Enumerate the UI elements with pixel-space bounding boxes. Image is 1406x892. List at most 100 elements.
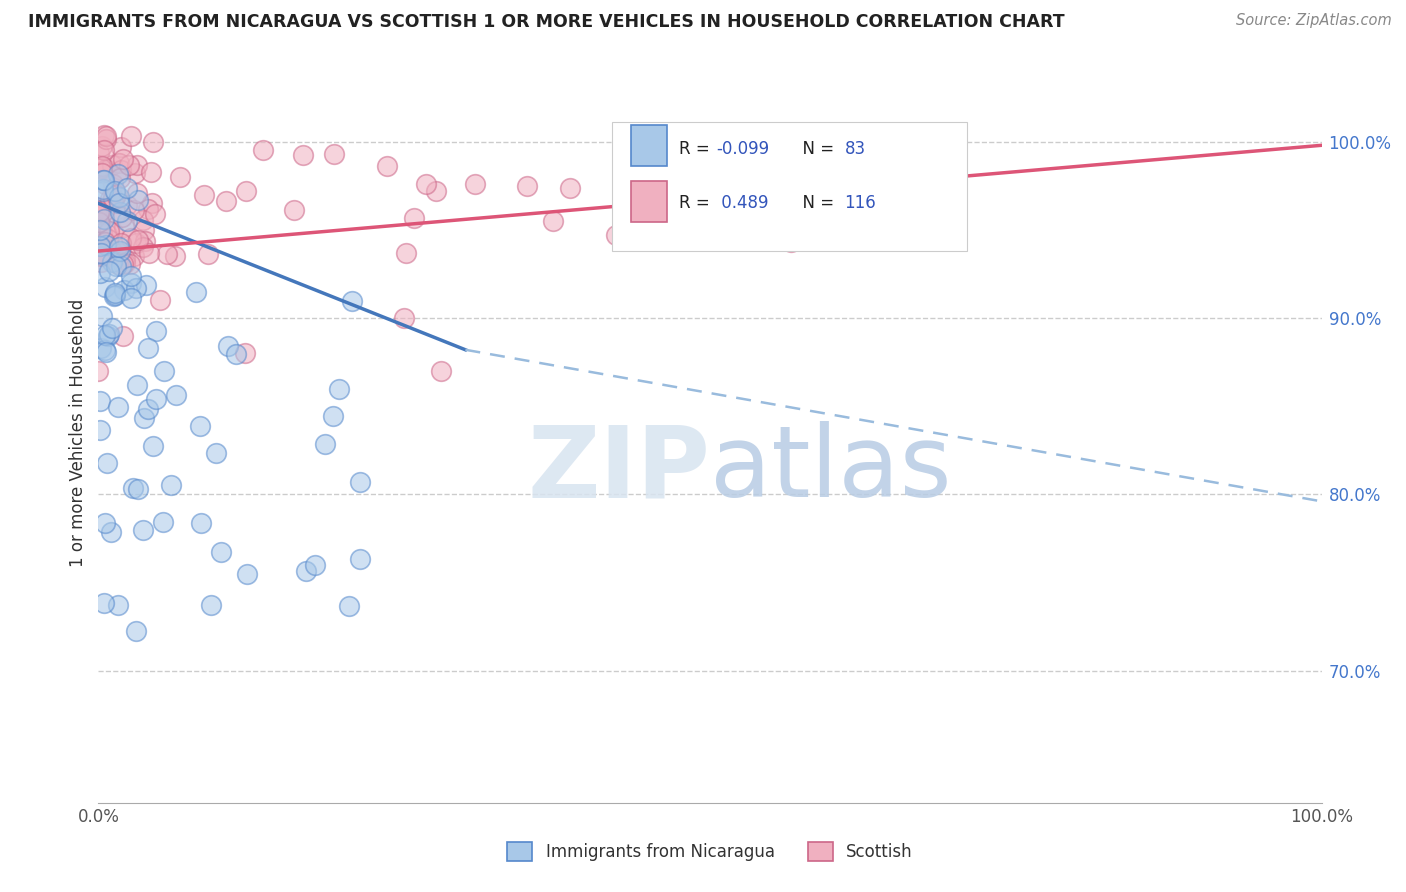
Point — [136, 341, 159, 355]
Point — [415, 178, 437, 192]
Point — [464, 178, 486, 192]
Point — [141, 165, 163, 179]
Point — [93, 204, 115, 219]
Point — [322, 147, 344, 161]
Point — [404, 211, 426, 226]
Point — [122, 481, 145, 495]
Point — [115, 198, 138, 212]
Point — [107, 190, 129, 204]
Point — [735, 169, 758, 184]
Point — [152, 515, 174, 529]
Point — [322, 409, 344, 424]
Point — [145, 324, 167, 338]
Point — [87, 242, 110, 256]
Point — [94, 343, 117, 358]
Point — [90, 200, 112, 214]
Y-axis label: 1 or more Vehicles in Household: 1 or more Vehicles in Household — [69, 299, 87, 566]
Text: R =: R = — [679, 140, 716, 158]
Point — [292, 148, 315, 162]
Text: 0.489: 0.489 — [716, 194, 769, 212]
Point — [96, 456, 118, 470]
Point — [108, 156, 131, 170]
Point — [94, 178, 117, 192]
Point — [111, 257, 134, 271]
Point — [97, 327, 120, 342]
Point — [138, 246, 160, 260]
Text: Source: ZipAtlas.com: Source: ZipAtlas.com — [1236, 13, 1392, 29]
Text: atlas: atlas — [710, 421, 952, 518]
Point — [90, 226, 112, 240]
Point — [236, 566, 259, 581]
Point — [169, 169, 191, 184]
Point — [112, 283, 135, 297]
Point — [342, 294, 364, 309]
Point — [110, 139, 132, 153]
FancyBboxPatch shape — [612, 121, 967, 252]
Point — [115, 180, 138, 194]
Point — [120, 291, 142, 305]
Point — [87, 205, 110, 219]
Point — [104, 188, 127, 202]
Point — [665, 170, 688, 185]
Point — [132, 411, 155, 425]
Point — [756, 138, 779, 153]
Point — [156, 247, 179, 261]
Point — [430, 364, 453, 378]
Point — [93, 596, 115, 610]
Point — [101, 244, 124, 258]
Point — [120, 129, 142, 144]
Point — [94, 235, 117, 249]
Point — [91, 184, 114, 198]
Point — [120, 231, 142, 245]
Point — [89, 217, 111, 231]
Point — [122, 249, 145, 263]
Point — [122, 203, 145, 218]
Point — [328, 382, 350, 396]
Point — [200, 599, 222, 613]
Point — [103, 192, 125, 206]
Point — [120, 276, 142, 290]
Point — [120, 268, 142, 283]
Point — [215, 194, 238, 208]
Text: N =: N = — [792, 140, 839, 158]
Point — [132, 223, 155, 237]
Point — [90, 249, 112, 263]
Point — [127, 482, 149, 496]
Text: N =: N = — [792, 194, 839, 212]
Point — [98, 264, 121, 278]
Point — [107, 599, 129, 613]
Point — [114, 252, 136, 267]
Point — [118, 158, 141, 172]
Point — [107, 257, 129, 271]
Point — [103, 289, 125, 303]
Point — [605, 228, 627, 243]
Point — [94, 344, 117, 359]
Point — [149, 293, 172, 308]
Point — [90, 341, 112, 355]
Point — [108, 196, 131, 211]
Point — [101, 320, 124, 334]
Text: ZIP: ZIP — [527, 421, 710, 518]
Point — [93, 244, 115, 258]
Point — [127, 377, 149, 392]
Point — [89, 423, 111, 437]
Point — [93, 164, 115, 178]
Point — [97, 225, 120, 239]
Point — [108, 205, 131, 219]
Point — [752, 202, 775, 217]
Point — [101, 254, 124, 268]
Bar — [630, 126, 668, 166]
Point — [127, 186, 149, 200]
Point — [143, 206, 166, 220]
Point — [713, 192, 735, 206]
Point — [90, 245, 112, 260]
Point — [90, 159, 112, 173]
Point — [87, 364, 110, 378]
Point — [516, 179, 538, 194]
Point — [111, 328, 134, 343]
Point — [730, 227, 752, 242]
Legend: Immigrants from Nicaragua, Scottish: Immigrants from Nicaragua, Scottish — [508, 842, 912, 861]
Point — [209, 544, 232, 558]
Point — [94, 516, 117, 530]
Point — [89, 394, 111, 409]
